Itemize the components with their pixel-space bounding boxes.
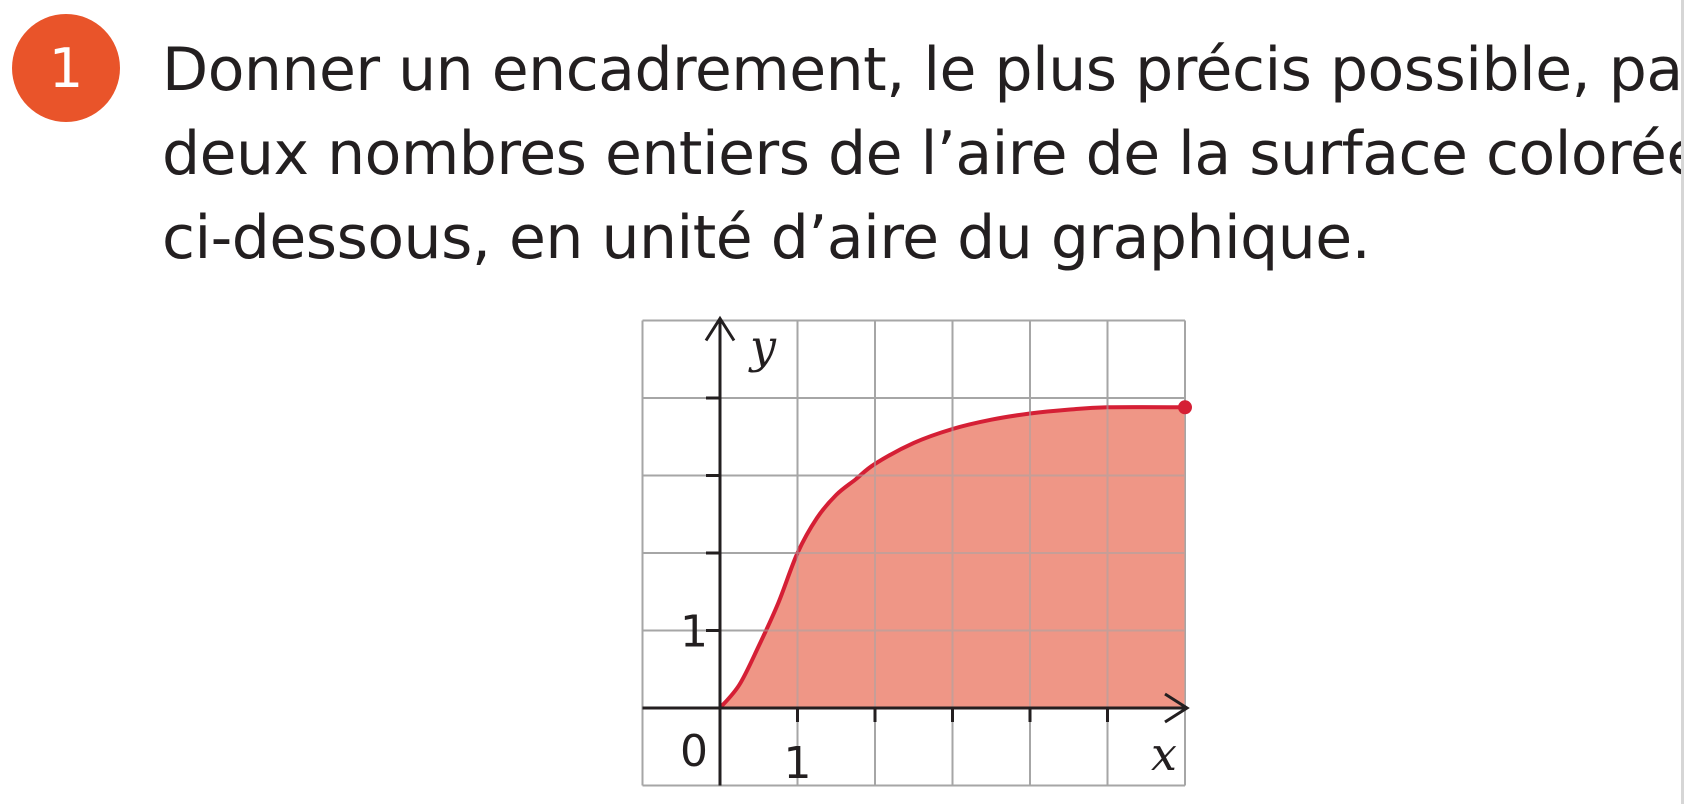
axes [641, 315, 1190, 787]
y-axis-label: y [748, 320, 777, 374]
x-axis-label: x [1151, 727, 1177, 781]
statement-line-2: deux nombres entiers de l’aire de la sur… [162, 119, 1684, 189]
curve-end-point [1178, 400, 1192, 415]
page-edge-divider [1681, 0, 1684, 804]
x-tick-label-1: 1 [784, 738, 812, 789]
curve [718, 405, 1186, 710]
origin-label: 0 [680, 726, 708, 777]
grid-overlay [641, 319, 1186, 787]
exercise-number-badge: 1 [12, 14, 120, 122]
exercise-number: 1 [48, 36, 84, 100]
x-axis-arrow [1164, 692, 1190, 724]
exercise-statement: Donner un encadrement, le plus précis po… [162, 28, 1684, 280]
statement-line-3: ci-dessous, en unité d’aire du graphique… [162, 203, 1371, 273]
y-tick-label-1: 1 [680, 607, 708, 658]
y-axis-arrow [704, 315, 736, 342]
statement-line-1: Donner un encadrement, le plus précis po… [162, 35, 1684, 105]
